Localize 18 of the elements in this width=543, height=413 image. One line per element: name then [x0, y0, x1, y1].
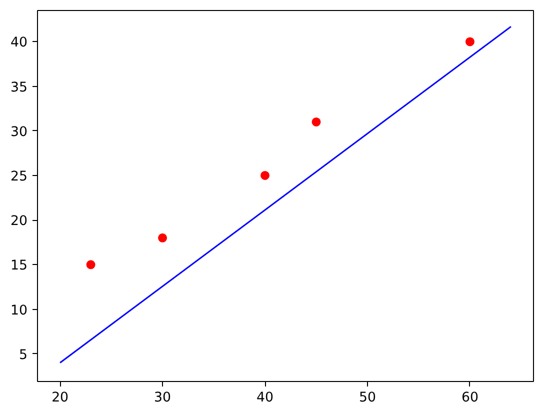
y-tick-label: 5: [19, 348, 28, 363]
y-tick-label: 30: [10, 124, 28, 140]
point: [260, 170, 270, 180]
y-tick-label: 40: [10, 36, 28, 51]
point: [465, 37, 474, 46]
point: [158, 233, 168, 242]
y-tick-label: 35: [10, 80, 28, 96]
point: [312, 117, 321, 126]
x-tick-label: 40: [256, 390, 274, 406]
x-tick-label: 60: [461, 390, 478, 406]
x-tick-label: 30: [154, 390, 172, 406]
point: [86, 260, 96, 270]
y-tick-label: 10: [10, 303, 28, 318]
x-tick-label: 20: [52, 390, 69, 406]
y-tick-label: 20: [10, 214, 28, 230]
x-tick-label: 50: [359, 390, 376, 406]
y-tick-label: 25: [10, 169, 28, 184]
y-tick-label: 15: [10, 258, 28, 274]
